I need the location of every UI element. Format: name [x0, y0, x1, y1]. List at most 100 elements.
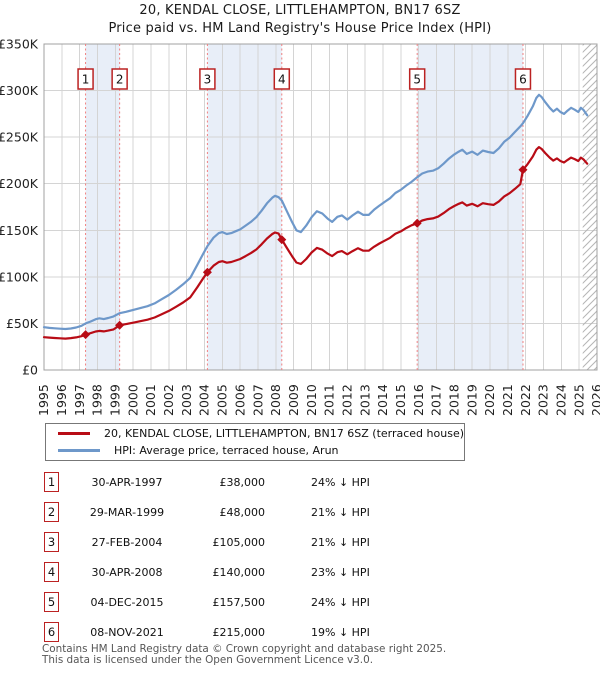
y-axis-tick-label: £250K: [0, 130, 39, 145]
transaction-date: 29-MAR-1999: [89, 506, 165, 519]
sale-number-box: [514, 68, 532, 90]
x-axis-tick-label: 2016: [411, 384, 426, 416]
x-axis-tick-label: 2017: [429, 384, 444, 416]
x-axis-tick-label: 2009: [286, 384, 301, 416]
x-axis-tick-label: 2013: [357, 384, 372, 416]
footer-copyright: Contains HM Land Registry data © Crown c…: [42, 643, 447, 655]
transaction-number-badge: 3: [44, 532, 59, 552]
transaction-date: 08-NOV-2021: [90, 626, 164, 639]
footer-licence: This data is licensed under the Open Gov…: [42, 654, 374, 666]
x-axis-tick-label: 2010: [304, 384, 319, 416]
x-axis-tick-label: 2012: [339, 384, 354, 416]
transaction-hpi-diff: 23% ↓ HPI: [311, 566, 370, 579]
x-axis-tick-label: 1996: [54, 384, 69, 416]
sale-number-box: [77, 68, 94, 90]
chart-legend: 20, KENDAL CLOSE, LITTLEHAMPTON, BN17 6S…: [45, 423, 465, 461]
sale-number-box: [408, 68, 426, 90]
x-axis-tick-label: 2005: [215, 384, 230, 416]
transaction-row: 1 30-APR-1997 £38,000 24% ↓ HPI: [0, 472, 600, 494]
transaction-row: 6 08-NOV-2021 £215,000 19% ↓ HPI: [0, 622, 600, 644]
transaction-row: 3 27-FEB-2004 £105,000 21% ↓ HPI: [0, 532, 600, 554]
sale-number-box: [199, 68, 216, 90]
x-axis-tick-label: 2026: [589, 384, 600, 416]
sale-number-label: 4: [278, 73, 286, 87]
sale-marker: [277, 235, 287, 245]
sale-number-label: 6: [519, 73, 527, 87]
sale-number-label: 2: [116, 73, 124, 87]
y-axis-tick-label: £0: [22, 363, 38, 378]
sale-number-label: 3: [204, 73, 212, 87]
transaction-number-badge: 1: [44, 472, 59, 492]
plot-border: [43, 43, 598, 371]
x-axis-tick-label: 2025: [571, 384, 586, 416]
ownership-band: [417, 44, 523, 370]
x-axis-tick-label: 2000: [125, 384, 140, 416]
transaction-number-badge: 2: [44, 502, 59, 522]
x-axis-tick-label: 2002: [161, 384, 176, 416]
x-axis-tick-label: 1999: [108, 384, 123, 416]
transaction-number-badge: 5: [44, 592, 59, 612]
chart-subtitle: Price paid vs. HM Land Registry's House …: [108, 21, 492, 36]
x-axis-tick-label: 2011: [322, 384, 337, 416]
sale-marker: [518, 165, 528, 175]
ownership-band: [207, 44, 282, 370]
price-history-chart: 1 2 3 4 5 6 £0 £50K £100K £150K £200K £250K £300K £35…: [0, 37, 600, 417]
x-axis-tick-label: 2003: [179, 384, 194, 416]
transaction-price: £48,000: [219, 506, 266, 519]
x-axis-tick-label: 2019: [464, 384, 479, 416]
footer: Contains HM Land Registry data © Crown c…: [42, 644, 446, 666]
x-axis-tick-label: 2020: [482, 384, 497, 416]
sale-number-box: [111, 68, 128, 90]
transaction-hpi-diff: 21% ↓ HPI: [311, 506, 370, 519]
transaction-row: 5 04-DEC-2015 £157,500 24% ↓ HPI: [0, 592, 600, 614]
y-axis-tick-label: £150K: [0, 223, 39, 238]
x-axis-tick-label: 1995: [36, 384, 51, 416]
transaction-price: £140,000: [212, 566, 266, 579]
transaction-number-badge: 6: [44, 622, 59, 642]
legend-row-price: 20, KENDAL CLOSE, LITTLEHAMPTON, BN17 6S…: [58, 427, 464, 440]
future-hatch-region: [582, 44, 597, 370]
transaction-hpi-diff: 24% ↓ HPI: [311, 596, 370, 609]
sale-marker: [202, 267, 212, 277]
y-axis-tick-label: £350K: [0, 37, 39, 52]
transaction-price: £215,000: [212, 626, 266, 639]
transaction-hpi-diff: 21% ↓ HPI: [311, 536, 370, 549]
x-axis-tick-label: 2023: [536, 384, 551, 416]
transaction-number-badge: 4: [44, 562, 59, 582]
x-axis-tick-label: 2007: [250, 384, 265, 416]
y-axis-tick-label: £50K: [6, 316, 39, 331]
transaction-date: 30-APR-2008: [91, 566, 163, 579]
price-line-swatch: [58, 432, 90, 436]
hpi-line-swatch: [58, 448, 100, 452]
legend-label-hpi: HPI: Average price, terraced house, Arun: [114, 443, 339, 457]
x-axis-tick-label: 2008: [268, 384, 283, 416]
x-axis-tick-label: 2021: [500, 384, 515, 416]
x-axis-tick-label: 2015: [393, 384, 408, 416]
sale-number-label: 5: [413, 73, 421, 87]
x-axis-tick-label: 2024: [554, 384, 569, 416]
y-axis-tick-label: £300K: [0, 83, 39, 98]
transaction-price: £105,000: [212, 536, 266, 549]
chart-title: 20, KENDAL CLOSE, LITTLEHAMPTON, BN17 6S…: [139, 3, 461, 18]
x-axis-tick-label: 2006: [232, 384, 247, 416]
x-axis-tick-label: 1998: [90, 384, 105, 416]
y-axis-tick-label: £100K: [0, 269, 39, 284]
sale-number-box: [273, 68, 291, 90]
sale-number-label: 1: [82, 73, 90, 87]
sale-marker: [81, 330, 91, 340]
x-axis-tick-label: 2004: [197, 384, 212, 416]
transaction-price: £38,000: [219, 476, 266, 489]
x-axis-tick-label: 2001: [143, 384, 158, 416]
transaction-date: 30-APR-1997: [91, 476, 163, 489]
transaction-row: 2 29-MAR-1999 £48,000 21% ↓ HPI: [0, 502, 600, 524]
transaction-hpi-diff: 24% ↓ HPI: [311, 476, 370, 489]
x-axis-tick-label: 2018: [446, 384, 461, 416]
transaction-hpi-diff: 19% ↓ HPI: [311, 626, 370, 639]
x-axis-tick-label: 2014: [375, 384, 390, 416]
sale-marker: [115, 320, 125, 330]
transaction-date: 27-FEB-2004: [91, 536, 163, 549]
legend-row-hpi: HPI: Average price, terraced house, Arun: [58, 444, 464, 457]
hpi-line: [42, 93, 589, 331]
x-axis-tick-label: 1997: [72, 384, 87, 416]
